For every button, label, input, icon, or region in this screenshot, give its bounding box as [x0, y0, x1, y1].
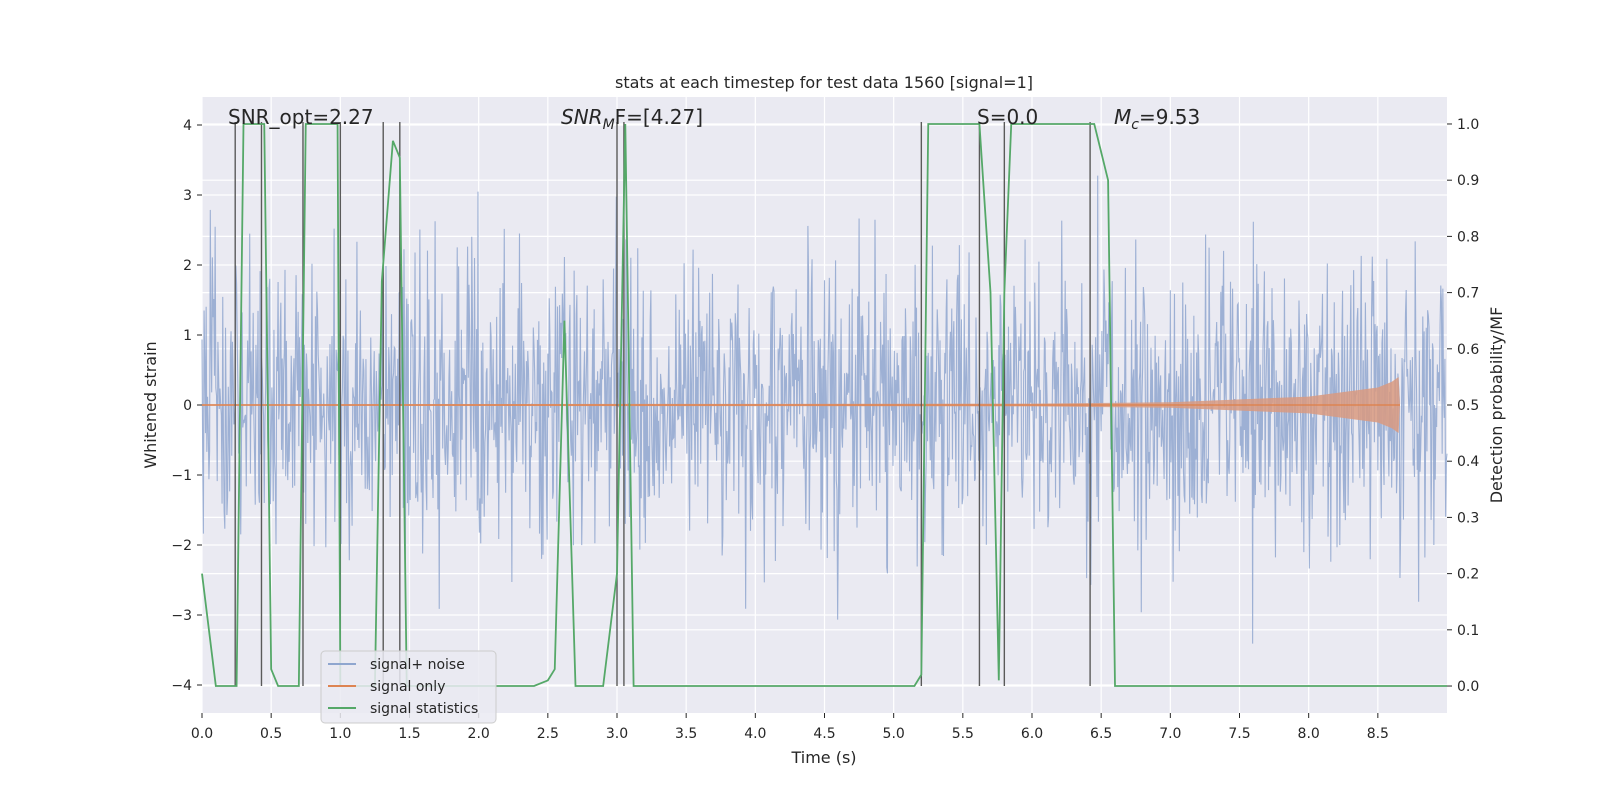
y-axis-label-left: Whitened strain [141, 341, 160, 468]
x-axis-label: Time (s) [790, 748, 856, 767]
y-tick-label-left: 4 [183, 118, 192, 134]
x-tick-label: 1.0 [329, 726, 351, 742]
x-tick-label: 8.5 [1367, 726, 1389, 742]
mc-sub: c [1131, 117, 1139, 133]
x-tick-label: 2.5 [537, 726, 559, 742]
y-tick-label-left: 1 [183, 328, 192, 344]
x-tick-label: 0.5 [260, 726, 282, 742]
legend-label-noise: signal+ noise [370, 657, 465, 673]
mc-main: M [1114, 105, 1131, 129]
y-tick-label-right: 0.5 [1457, 398, 1479, 414]
legend-label-signal: signal only [370, 679, 445, 695]
x-tick-label: 1.5 [398, 726, 420, 742]
y-tick-label-left: −1 [171, 468, 192, 484]
y-tick-label-right: 0.6 [1457, 342, 1479, 358]
signal-series [202, 377, 1400, 433]
y-tick-label-right: 0.3 [1457, 510, 1479, 526]
x-tick-label: 7.0 [1159, 726, 1181, 742]
x-tick-label: 5.5 [952, 726, 974, 742]
y-axis-label-right: Detection probability/MF [1487, 307, 1506, 504]
y-tick-label-right: 0.2 [1457, 567, 1479, 583]
stats-line [201, 123, 1447, 687]
x-ticks: 0.0 0.5 1.0 1.5 2.0 2.5 3.0 3.5 4.0 4.5 5.0 5.5 6.0 6… [191, 713, 1389, 742]
x-tick-label: 7.5 [1228, 726, 1250, 742]
y-tick-label-right: 1.0 [1457, 117, 1479, 133]
x-tick-label: 3.0 [606, 726, 628, 742]
mc-rest: =9.53 [1139, 105, 1200, 129]
snr-opt-annotation: SNR_opt=2.27 [228, 105, 374, 129]
snr-mf-sub: M [603, 117, 615, 133]
legend-label-stats: signal statistics [370, 701, 478, 717]
y-ticks-right: 1.0 0.9 0.8 0.7 0.6 0.5 0.4 0.3 0.2 0.1 0.0 [1447, 117, 1479, 695]
snr-mf-annotation: SNRMF=[4.27] [561, 105, 703, 133]
y-tick-label-right: 0.0 [1457, 679, 1479, 695]
y-tick-label-right: 0.8 [1457, 229, 1479, 245]
x-tick-label: 4.0 [744, 726, 766, 742]
y-tick-label-right: 0.9 [1457, 173, 1479, 189]
y-tick-label-left: −2 [171, 538, 192, 554]
y-tick-label-right: 0.4 [1457, 454, 1479, 470]
x-tick-label: 2.0 [468, 726, 490, 742]
snr-mf-rest: F=[4.27] [615, 105, 703, 129]
x-tick-label: 6.5 [1090, 726, 1112, 742]
y-tick-label-left: 0 [183, 398, 192, 414]
legend: signal+ noise signal only signal statist… [320, 650, 497, 724]
x-tick-label: 5.0 [883, 726, 905, 742]
x-tick-label: 0.0 [191, 726, 213, 742]
x-tick-label: 3.5 [675, 726, 697, 742]
s-annotation: S=0.0 [977, 105, 1038, 129]
x-tick-label: 8.0 [1298, 726, 1320, 742]
stats-series [201, 123, 1447, 687]
y-ticks-left: 4 3 2 1 0 −1 −2 −3 −4 [171, 118, 202, 694]
y-tick-label-left: 2 [183, 258, 192, 274]
y-tick-label-left: −3 [171, 608, 192, 624]
legend-box [320, 650, 497, 724]
y-tick-label-right: 0.7 [1457, 286, 1479, 302]
noise-line [201, 175, 1448, 644]
x-tick-label: 4.5 [813, 726, 835, 742]
snr-mf-main: SNR [561, 105, 603, 129]
y-tick-label-left: 3 [183, 188, 192, 204]
noise-series [201, 175, 1448, 644]
chart-title: stats at each timestep for test data 156… [615, 73, 1033, 92]
y-tick-label-left: −4 [171, 678, 192, 694]
y-tick-label-right: 0.1 [1457, 623, 1479, 639]
x-tick-label: 6.0 [1021, 726, 1043, 742]
mc-annotation: Mc=9.53 [1114, 105, 1200, 133]
